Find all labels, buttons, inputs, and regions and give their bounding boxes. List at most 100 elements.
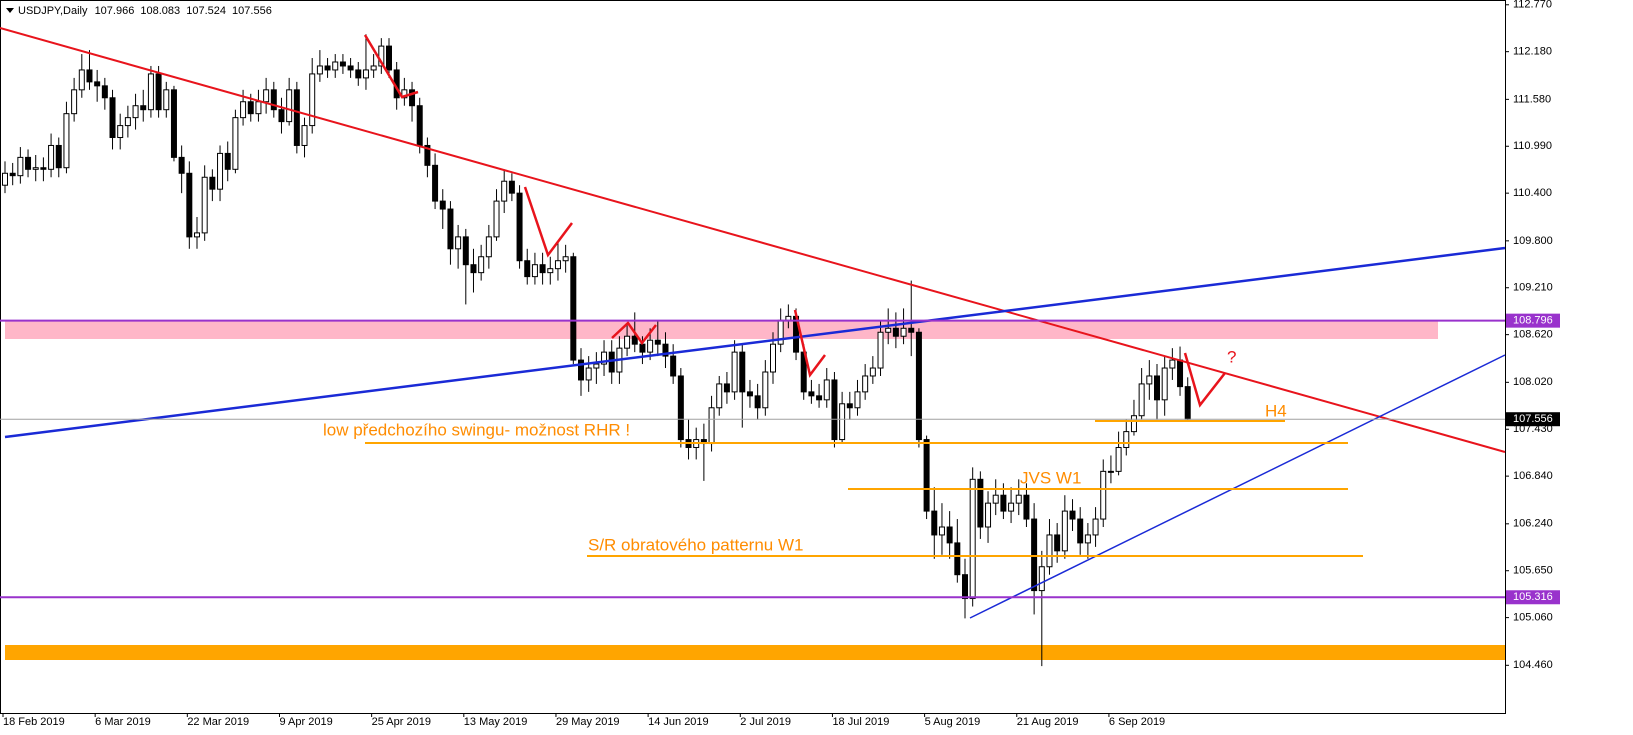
candle-body: [1138, 383, 1145, 417]
x-tick-label: 21 Aug 2019: [1017, 716, 1079, 728]
candle-body: [977, 478, 984, 528]
candle-body: [339, 61, 346, 67]
candle-body: [386, 45, 392, 71]
candle-body: [954, 542, 961, 576]
candle-body: [309, 73, 316, 127]
candle-body: [170, 89, 177, 158]
x-tick-label: 18 Feb 2019: [3, 716, 65, 728]
candle-body: [654, 339, 661, 345]
y-tick-label: 110.400: [1513, 187, 1552, 199]
candle-body: [723, 383, 730, 393]
candle-body: [831, 379, 838, 441]
candle-body: [247, 101, 254, 115]
candle-body: [1177, 359, 1184, 388]
candle-body: [424, 144, 431, 166]
candle-body: [1031, 518, 1038, 592]
pattern-line: [363, 34, 419, 99]
candle-body: [78, 69, 85, 91]
candle-body: [178, 156, 185, 174]
candle-body: [746, 391, 753, 397]
candle-body: [1008, 502, 1015, 512]
candle-body: [478, 256, 485, 274]
candle-body: [1015, 494, 1022, 504]
y-tick-label: 108.020: [1513, 376, 1553, 388]
candle-body: [48, 144, 55, 170]
level-box: [1506, 313, 1560, 328]
candle-body: [539, 264, 546, 274]
candle-body: [25, 156, 32, 170]
candle-body: [770, 343, 776, 373]
candle-body: [608, 351, 615, 373]
candle-body: [1169, 359, 1176, 369]
candle-body: [1130, 415, 1137, 433]
candle-body: [186, 172, 193, 238]
candle-body: [823, 379, 830, 401]
candle-body: [124, 117, 131, 127]
candle-body: [209, 176, 216, 190]
candle-body: [1107, 470, 1114, 473]
level-box: [1506, 590, 1560, 605]
candle-body: [647, 339, 654, 353]
candle-body: [232, 117, 239, 170]
candle-body: [992, 494, 999, 504]
annotation: low předchozího swingu- možnost RHR !: [323, 420, 630, 439]
candle-body: [1123, 431, 1130, 449]
candle-body: [931, 510, 938, 536]
menu-arrow[interactable]: [6, 8, 14, 13]
x-tick-label: 2 Jul 2019: [740, 716, 791, 728]
candle-body: [1184, 386, 1191, 420]
level-label: 108.796: [1513, 315, 1553, 327]
y-tick-label: 104.460: [1513, 659, 1553, 671]
candle-body: [462, 236, 469, 266]
candle-body: [731, 351, 738, 393]
candle-body: [708, 407, 715, 445]
ohlc-open: 107.966: [95, 5, 135, 17]
candle-body: [1161, 367, 1168, 401]
support-zone: [5, 645, 1505, 660]
annotation: H4: [1265, 401, 1287, 420]
candle-body: [946, 526, 953, 544]
candle-body: [1069, 510, 1076, 520]
trendline: [4, 246, 1506, 439]
candle-body: [94, 81, 101, 87]
candle-body: [677, 375, 684, 441]
candle-body: [524, 260, 531, 278]
candle-body: [140, 105, 147, 111]
candle-body: [439, 200, 446, 210]
candle-body: [40, 167, 47, 170]
candle-body: [716, 383, 723, 409]
y-tick-label: 105.060: [1513, 612, 1553, 624]
candle-body: [1038, 566, 1045, 592]
candle-body: [255, 101, 262, 115]
candle-body: [117, 125, 124, 139]
candle-body: [915, 331, 922, 441]
candle-body: [639, 343, 646, 353]
y-tick-label: 111.580: [1513, 93, 1551, 105]
candle-body: [662, 343, 669, 357]
candle-body: [270, 89, 277, 111]
chart-header: USDJPY,Daily 107.966 108.083 107.524 107…: [18, 5, 272, 17]
candle-body: [316, 65, 323, 75]
price-label: 107.556: [1513, 413, 1553, 425]
pattern-line: [611, 321, 657, 346]
candle-body: [808, 391, 815, 397]
candle-body: [71, 89, 78, 115]
candle-body: [470, 264, 477, 274]
candle-body: [101, 85, 108, 99]
candle-body: [332, 61, 339, 71]
candle-body: [846, 403, 853, 409]
candle-body: [908, 327, 915, 333]
candle-body: [132, 105, 139, 119]
candle-body: [278, 109, 285, 123]
candle-body: [1023, 494, 1030, 520]
pattern-line: [1183, 352, 1226, 408]
x-tick-label: 9 Apr 2019: [279, 716, 332, 728]
candle-body: [1077, 518, 1084, 544]
candle-body: [263, 89, 270, 103]
candle-body: [109, 97, 116, 139]
candle-body: [86, 69, 93, 83]
x-tick-label: 5 Aug 2019: [925, 716, 981, 728]
candle-body: [562, 256, 569, 262]
candle-body: [163, 89, 170, 111]
